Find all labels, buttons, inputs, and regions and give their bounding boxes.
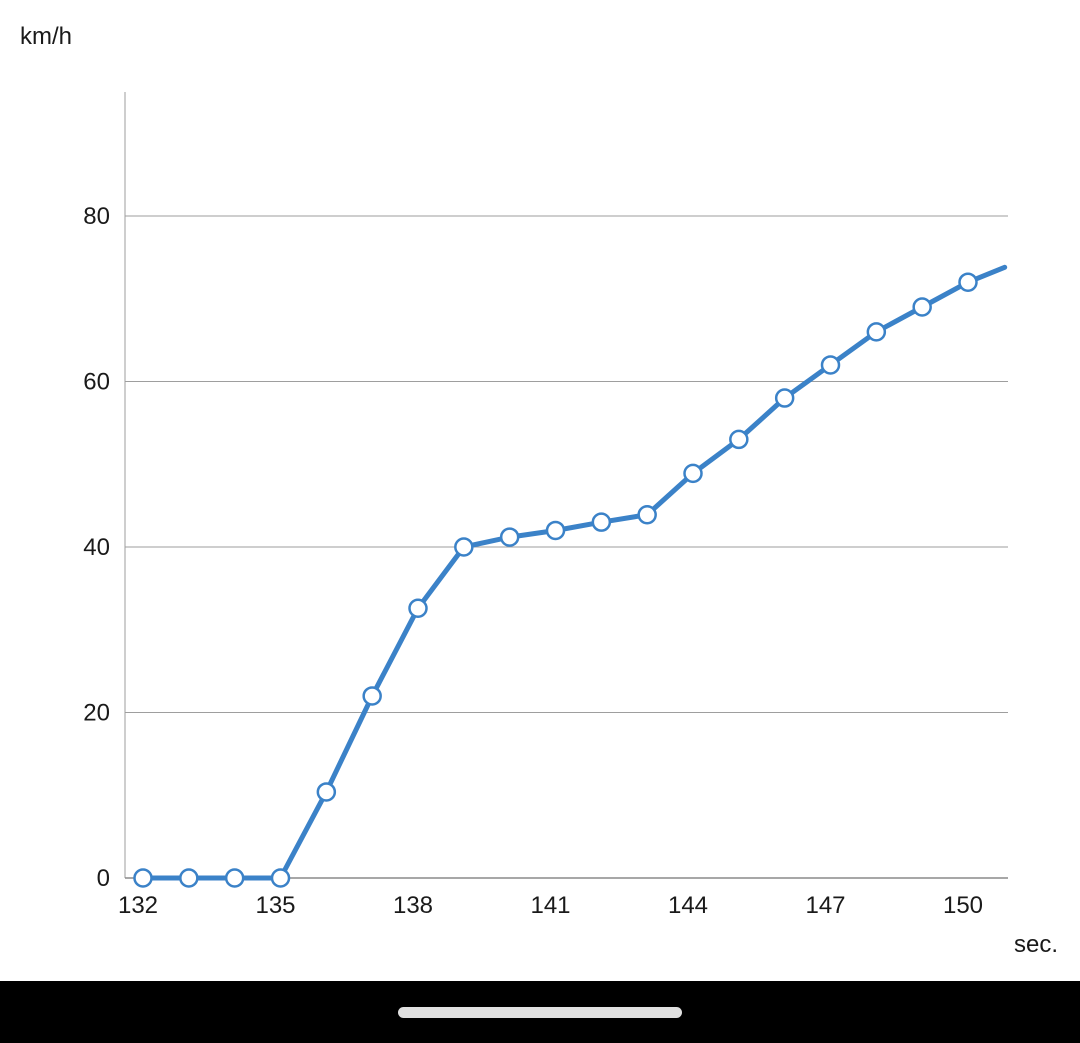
data-point bbox=[133, 868, 153, 888]
data-point bbox=[179, 868, 199, 888]
data-point bbox=[499, 527, 520, 547]
y-tick-label: 20 bbox=[83, 700, 110, 727]
x-tick-label: 138 bbox=[393, 892, 433, 919]
data-point bbox=[912, 297, 932, 317]
axes bbox=[124, 92, 1008, 879]
tick-labels: 0 20 40 60 80 132 135 138 141 144 147 150 bbox=[83, 203, 983, 919]
data-point bbox=[591, 512, 612, 532]
data-point bbox=[774, 388, 795, 408]
x-tick-label: 141 bbox=[530, 892, 570, 919]
system-navigation-bar bbox=[0, 981, 1080, 1043]
data-point bbox=[545, 520, 566, 541]
data-point bbox=[362, 686, 382, 706]
grid-lines bbox=[125, 215, 1008, 713]
data-point bbox=[408, 598, 428, 618]
x-tick-label: 144 bbox=[668, 892, 708, 919]
series-speed bbox=[133, 264, 1008, 888]
home-indicator[interactable] bbox=[398, 1007, 682, 1018]
axis-titles: km/h sec. bbox=[20, 23, 1058, 958]
chart-canvas: 0 20 40 60 80 132 135 138 141 144 147 150 km/h sec. bbox=[20, 23, 1058, 958]
y-tick-label: 40 bbox=[83, 534, 110, 561]
y-tick-label: 0 bbox=[97, 865, 110, 892]
data-point bbox=[683, 463, 703, 484]
x-tick-label: 147 bbox=[805, 892, 845, 919]
data-point bbox=[224, 868, 245, 888]
data-point bbox=[637, 504, 657, 525]
x-axis-title: sec. bbox=[1014, 931, 1058, 958]
y-tick-label: 60 bbox=[83, 369, 110, 396]
y-axis-title: km/h bbox=[20, 23, 72, 50]
y-tick-label: 80 bbox=[83, 203, 110, 230]
data-point bbox=[866, 322, 887, 342]
data-point bbox=[270, 868, 291, 888]
x-tick-label: 150 bbox=[943, 892, 983, 919]
series-line bbox=[140, 264, 1008, 881]
data-point bbox=[729, 429, 749, 450]
data-point bbox=[820, 355, 841, 375]
data-point bbox=[454, 537, 474, 557]
data-point bbox=[958, 272, 978, 292]
data-point bbox=[316, 782, 337, 802]
x-tick-label: 132 bbox=[118, 892, 158, 919]
x-tick-label: 135 bbox=[255, 892, 295, 919]
speed-chart: 0 20 40 60 80 132 135 138 141 144 147 150 km/h sec. bbox=[20, 23, 1058, 958]
